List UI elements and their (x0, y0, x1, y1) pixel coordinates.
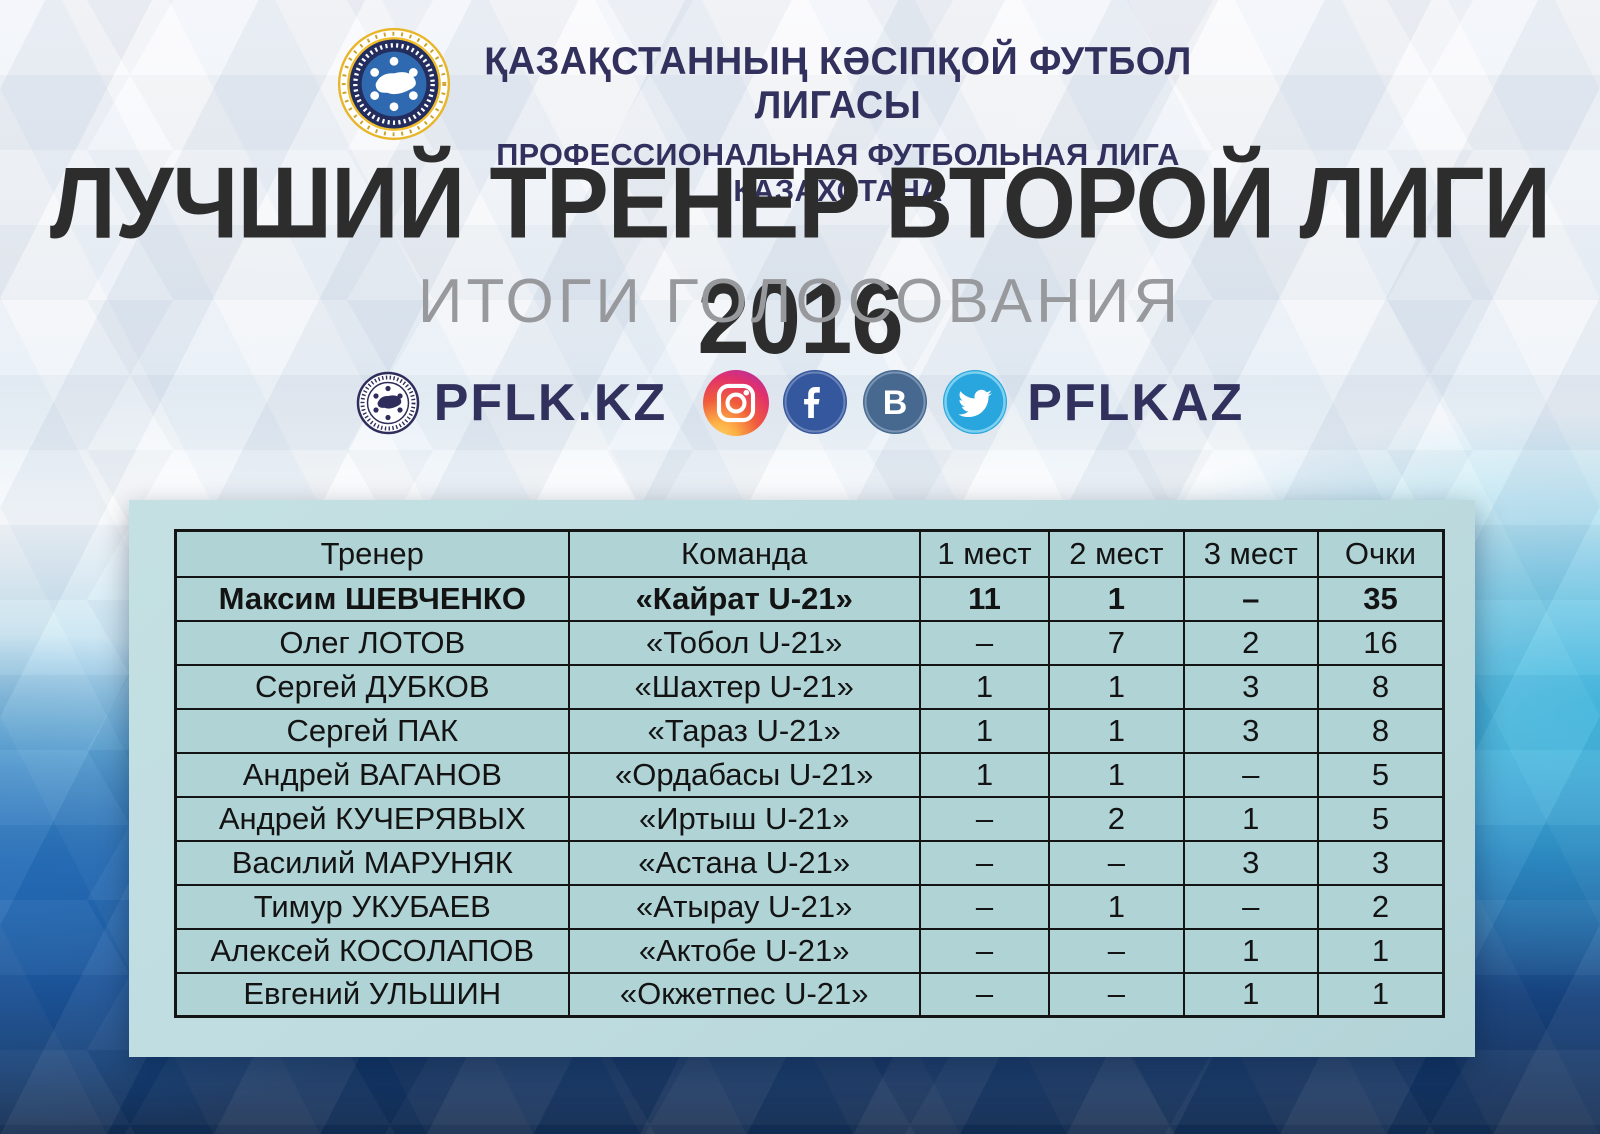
team-cell: «Окжетпес U-21» (567, 971, 921, 1018)
league-logo (336, 26, 452, 142)
points-cell: 5 (1316, 751, 1445, 798)
first-place-cell: – (918, 927, 1051, 974)
vk-icon: B (863, 370, 929, 436)
coach-cell: Алексей КОСОЛАПОВ (174, 927, 570, 974)
second-place-cell: 7 (1048, 619, 1185, 666)
third-place-cell: 2 (1182, 619, 1319, 666)
league-name-kazakh: ҚАЗАҚСТАННЫҢ КӘСІПҚОЙ ФУТБОЛ ЛИГАСЫ (484, 40, 1192, 127)
coach-cell: Евгений УЛЬШИН (174, 971, 570, 1018)
second-place-cell: 1 (1048, 663, 1185, 710)
results-table: Тренер Команда 1 мест 2 мест 3 мест Очки Макс… (174, 529, 1445, 1018)
points-cell: 35 (1316, 575, 1445, 622)
instagram-icon (703, 370, 770, 436)
table-row: Андрей КУЧЕРЯВЫХ «Иртыш U-21» –2 1 5 (174, 795, 1445, 842)
first-place-cell: 11 (918, 575, 1051, 622)
table-row: Евгений УЛЬШИН «Окжетпес U-21» – –1 1 (174, 971, 1445, 1018)
points-cell: 8 (1316, 707, 1445, 754)
second-place-cell: 1 (1048, 575, 1185, 622)
points-cell: 5 (1316, 795, 1445, 842)
points-cell: 1 (1316, 971, 1445, 1018)
column-header-coach: Тренер (174, 529, 570, 578)
twitter-icon (943, 370, 1009, 436)
column-header-second-place: 2 мест (1048, 529, 1185, 578)
column-header-first-place: 1 мест (918, 529, 1051, 578)
team-cell: «Ордабасы U-21» (567, 751, 921, 798)
social-handle-label: PFLKAZ (1027, 374, 1245, 432)
coach-cell: Тимур УКУБАЕВ (174, 883, 570, 930)
second-place-cell: 1 (1048, 883, 1185, 930)
third-place-cell: 3 (1182, 839, 1319, 886)
team-cell: «Астана U-21» (567, 839, 921, 886)
social-row: PFLK.KZ (0, 366, 1600, 440)
table-row: Олег ЛОТОВ «Тобол U-21» –7 2 16 (174, 619, 1445, 666)
team-cell: «Тобол U-21» (567, 619, 921, 666)
first-place-cell: – (918, 619, 1051, 666)
third-place-cell: – (1182, 883, 1319, 930)
first-place-cell: – (918, 883, 1051, 930)
points-cell: 1 (1316, 927, 1445, 974)
table-row: Максим ШЕВЧЕНКО «Кайрат U-21» 11 1–35 (174, 575, 1445, 622)
third-place-cell: 3 (1182, 663, 1319, 710)
second-place-cell: – (1048, 971, 1185, 1018)
team-cell: «Шахтер U-21» (567, 663, 921, 710)
coach-cell: Сергей ПАК (174, 707, 570, 754)
column-header-points: Очки (1316, 529, 1445, 578)
poster-subtitle: ИТОГИ ГОЛОСОВАНИЯ (417, 267, 1183, 336)
second-place-cell: – (1048, 927, 1185, 974)
table-row: Сергей ПАК «Тараз U-21» 1 1 3 8 (174, 707, 1445, 754)
league-header: ҚАЗАҚСТАННЫҢ КӘСІПҚОЙ ФУТБОЛ ЛИГАСЫ ПРОФ… (0, 0, 1600, 208)
table-row: Тимур УКУБАЕВ «Атырау U-21» –1–2 (174, 883, 1445, 930)
second-place-cell: – (1048, 839, 1185, 886)
coach-cell: Сергей ДУБКОВ (174, 663, 570, 710)
third-place-cell: 1 (1182, 927, 1319, 974)
coach-cell: Андрей КУЧЕРЯВЫХ (174, 795, 570, 842)
league-names: ҚАЗАҚСТАННЫҢ КӘСІПҚОЙ ФУТБОЛ ЛИГАСЫ ПРОФ… (452, 40, 1224, 209)
coach-cell: Олег ЛОТОВ (174, 619, 570, 666)
column-header-team: Команда (567, 529, 921, 578)
third-place-cell: 3 (1182, 707, 1319, 754)
coach-cell: Максим ШЕВЧЕНКО (174, 575, 570, 622)
results-panel: Тренер Команда 1 мест 2 мест 3 мест Очки Макс… (129, 500, 1475, 1057)
coach-cell: Андрей ВАГАНОВ (174, 751, 570, 798)
first-place-cell: 1 (918, 751, 1051, 798)
table-row: Алексей КОСОЛАПОВ «Актобе U-21» – –1 1 (174, 927, 1445, 974)
third-place-cell: 1 (1182, 795, 1319, 842)
third-place-cell: 1 (1182, 971, 1319, 1018)
svg-text:B: B (883, 384, 908, 422)
table-row: Василий МАРУНЯК «Астана U-21» – –3 3 (174, 839, 1445, 886)
table-row: Андрей ВАГАНОВ «Ордабасы U-21» 1 1–5 (174, 751, 1445, 798)
first-place-cell: – (918, 839, 1051, 886)
team-cell: «Кайрат U-21» (567, 575, 921, 622)
league-name-russian: ПРОФЕССИОНАЛЬНАЯ ФУТБОЛЬНАЯ ЛИГА КАЗАХСТ… (496, 137, 1180, 208)
second-place-cell: 1 (1048, 751, 1185, 798)
table-row: Сергей ДУБКОВ «Шахтер U-21» 1 1 3 8 (174, 663, 1445, 710)
points-cell: 2 (1316, 883, 1445, 930)
points-cell: 3 (1316, 839, 1445, 886)
points-cell: 16 (1316, 619, 1445, 666)
third-place-cell: – (1182, 575, 1319, 622)
team-cell: «Тараз U-21» (567, 707, 921, 754)
league-logo-mono-graphic (356, 371, 419, 435)
results-table-head-row: Тренер Команда 1 мест 2 мест 3 мест Очки (174, 529, 1445, 578)
first-place-cell: – (918, 795, 1051, 842)
first-place-cell: 1 (918, 663, 1051, 710)
coach-cell: Василий МАРУНЯК (174, 839, 570, 886)
website-label: PFLK.KZ (433, 374, 668, 432)
league-logo-mono (356, 371, 420, 435)
team-cell: «Атырау U-21» (567, 883, 921, 930)
column-header-third-place: 3 мест (1182, 529, 1319, 578)
facebook-icon (783, 370, 849, 436)
first-place-cell: – (918, 971, 1051, 1018)
second-place-cell: 2 (1048, 795, 1185, 842)
first-place-cell: 1 (918, 707, 1051, 754)
results-table-body: Максим ШЕВЧЕНКО «Кайрат U-21» 11 1–35 Олег Л… (174, 575, 1445, 1018)
third-place-cell: – (1182, 751, 1319, 798)
points-cell: 8 (1316, 663, 1445, 710)
team-cell: «Иртыш U-21» (567, 795, 921, 842)
poster-title: ЛУЧШИЙ ТРЕНЕР ВТОРОЙ ЛИГИ 2016 (49, 147, 1551, 375)
team-cell: «Актобе U-21» (567, 927, 921, 974)
league-logo-graphic (337, 27, 451, 141)
second-place-cell: 1 (1048, 707, 1185, 754)
